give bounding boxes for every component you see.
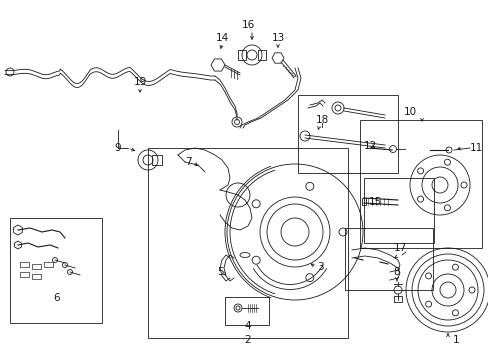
Text: 12: 12 (363, 141, 376, 151)
Text: 6: 6 (54, 293, 60, 303)
Text: 10: 10 (403, 107, 416, 117)
Bar (32, 274, 41, 279)
Bar (20, 272, 29, 277)
Text: 4: 4 (244, 321, 251, 331)
Text: 17: 17 (392, 243, 406, 253)
Bar (361, 198, 365, 205)
Bar (345, 228, 432, 290)
Text: 3: 3 (316, 262, 323, 272)
Text: 15: 15 (367, 197, 381, 207)
Bar (44, 262, 53, 267)
Text: 5: 5 (216, 267, 223, 277)
Text: 7: 7 (184, 157, 191, 167)
Text: 16: 16 (241, 20, 254, 30)
Text: 2: 2 (244, 335, 251, 345)
Text: 1: 1 (452, 335, 458, 345)
Bar (238, 50, 245, 60)
Bar (10, 218, 102, 323)
Bar (393, 296, 401, 302)
Text: 14: 14 (215, 33, 228, 43)
Bar (258, 50, 265, 60)
Text: 18: 18 (315, 115, 328, 125)
Text: 11: 11 (468, 143, 482, 153)
Bar (363, 178, 433, 243)
Bar (32, 264, 41, 269)
Bar (148, 148, 347, 338)
Text: 9: 9 (115, 143, 121, 153)
Bar (359, 120, 481, 248)
Bar (224, 297, 268, 325)
Text: 13: 13 (271, 33, 284, 43)
Bar (20, 262, 29, 267)
Bar (152, 155, 162, 165)
Bar (297, 95, 397, 173)
Text: 19: 19 (133, 77, 146, 87)
Text: 8: 8 (393, 267, 400, 277)
